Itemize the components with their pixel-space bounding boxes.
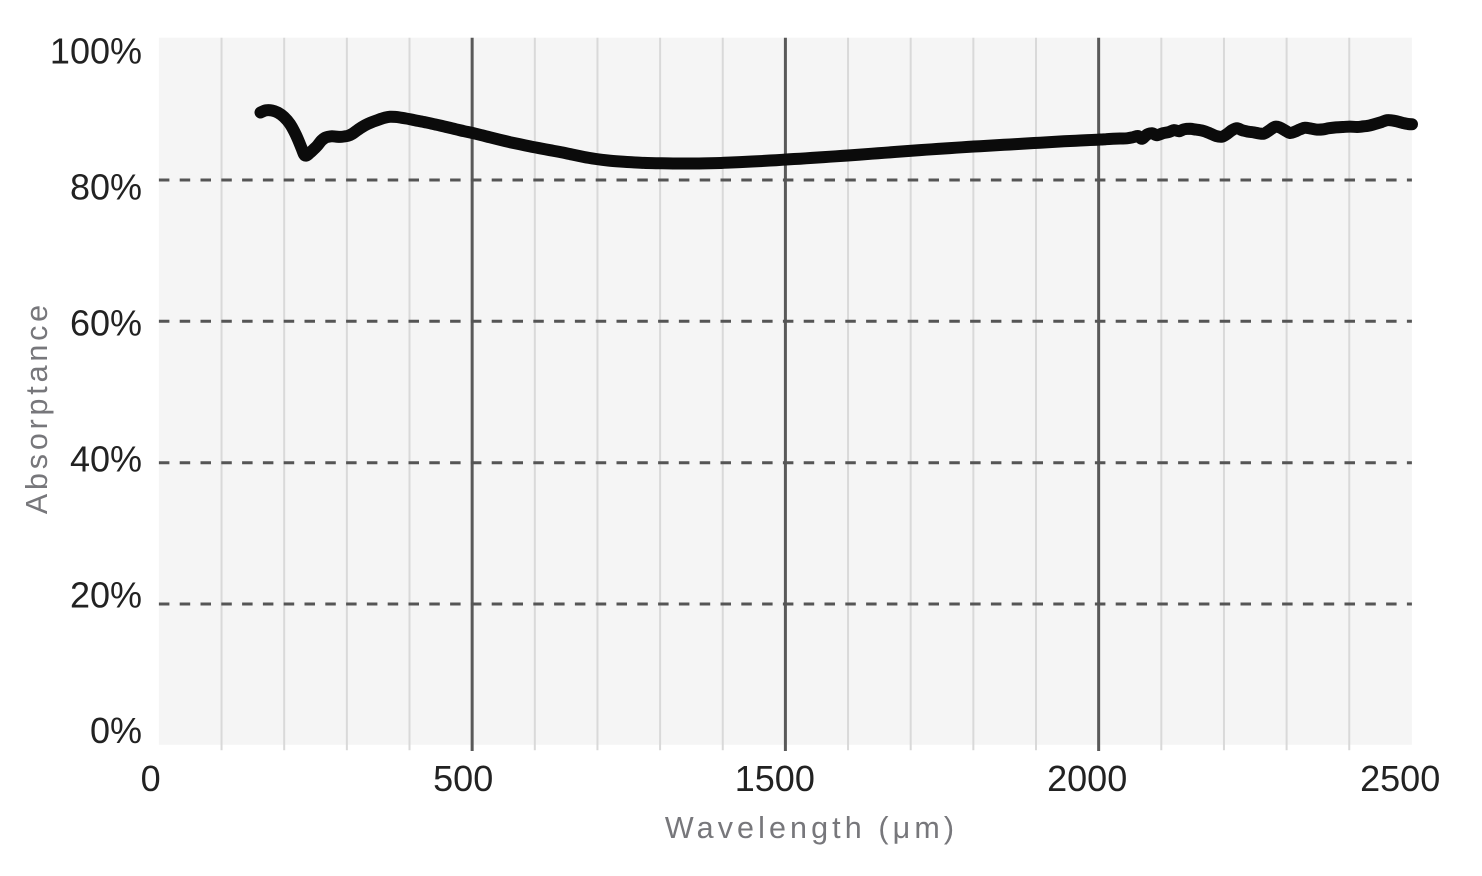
svg-text:80%: 80% [70, 167, 142, 208]
svg-text:100%: 100% [50, 31, 142, 72]
svg-text:Wavelength (μm): Wavelength (μm) [665, 811, 958, 845]
svg-text:0: 0 [141, 758, 161, 799]
svg-text:Absorptance: Absorptance [20, 301, 54, 514]
svg-text:2500: 2500 [1360, 758, 1440, 799]
svg-text:40%: 40% [70, 439, 142, 480]
svg-text:20%: 20% [70, 574, 142, 615]
svg-text:0%: 0% [90, 710, 142, 751]
svg-text:60%: 60% [70, 303, 142, 344]
svg-text:2000: 2000 [1047, 758, 1127, 799]
svg-text:500: 500 [433, 758, 493, 799]
svg-text:1500: 1500 [735, 758, 815, 799]
